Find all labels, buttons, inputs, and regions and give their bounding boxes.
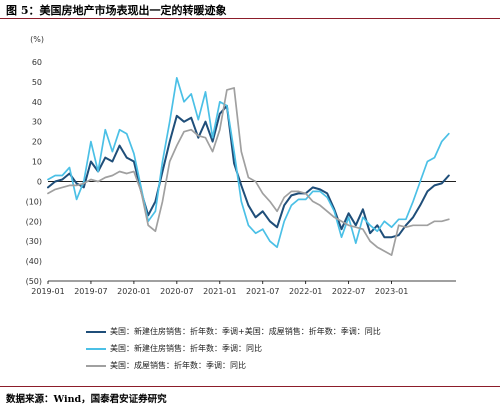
data-source: 数据来源：Wind，国泰君安证券研究	[6, 394, 167, 405]
series-line-3	[47, 87, 450, 256]
line-chart: (%) 60 50 40 30 20 10 0 (10) (20) (30) (40) (50) 201…	[26, 35, 456, 296]
legend-swatch-series-2	[86, 347, 106, 350]
x-tick-label: 2020-07	[160, 287, 193, 296]
figure-title: 图 5：美国房地产市场表现出一定的转暖迹象	[6, 4, 227, 17]
y-tick-label: 50	[32, 78, 42, 87]
series-line-1	[47, 104, 450, 239]
y-tick-label: 40	[32, 98, 42, 107]
legend-item-series-2: 美国：新建住房销售：折年数：季调：同比	[86, 343, 262, 354]
x-tick-label: 2022-07	[332, 287, 365, 296]
legend-label-series-2: 美国：新建住房销售：折年数：季调：同比	[110, 344, 262, 353]
x-tick-label: 2021-07	[246, 287, 279, 296]
y-tick-label: (50)	[26, 277, 42, 286]
legend-swatch-series-3	[86, 364, 106, 367]
y-tick-label: 0	[37, 177, 42, 186]
legend-item-series-1: 美国：新建住房销售：折年数：季调+美国：成屋销售：折年数：季调：同比	[86, 326, 381, 337]
legend-label-series-1: 美国：新建住房销售：折年数：季调+美国：成屋销售：折年数：季调：同比	[110, 327, 381, 336]
y-tick-label: (30)	[26, 237, 42, 246]
x-tick-label: 2022-01	[289, 287, 322, 296]
y-axis: (%) 60 50 40 30 20 10 0 (10) (20) (30) (40) (50)	[26, 35, 44, 286]
footer-divider	[0, 386, 500, 387]
x-tick-label: 2020-01	[117, 287, 150, 296]
y-tick-label: 20	[32, 138, 42, 147]
y-tick-label: 60	[32, 58, 42, 67]
y-tick-label: 10	[32, 158, 42, 167]
y-axis-label: (%)	[30, 35, 44, 44]
series-line-2	[47, 77, 450, 249]
x-axis: 2019-01 2019-07 2020-01 2020-07 2021-01 2021-…	[31, 181, 456, 296]
title-divider	[0, 18, 500, 19]
x-tick-label: 2021-01	[203, 287, 236, 296]
legend-label-series-3: 美国：成屋销售：折年数：季调：同比	[110, 361, 246, 370]
y-tick-label: (10)	[26, 197, 42, 206]
series-layer	[47, 77, 450, 256]
y-tick-label: (40)	[26, 257, 42, 266]
x-tick-label: 2019-01	[31, 287, 64, 296]
y-tick-label: (20)	[26, 217, 42, 226]
legend-swatch-series-1	[86, 330, 106, 333]
legend-item-series-3: 美国：成屋销售：折年数：季调：同比	[86, 360, 246, 371]
x-tick-label: 2019-07	[74, 287, 107, 296]
y-tick-label: 30	[32, 118, 42, 127]
x-tick-label: 2023-01	[375, 287, 408, 296]
